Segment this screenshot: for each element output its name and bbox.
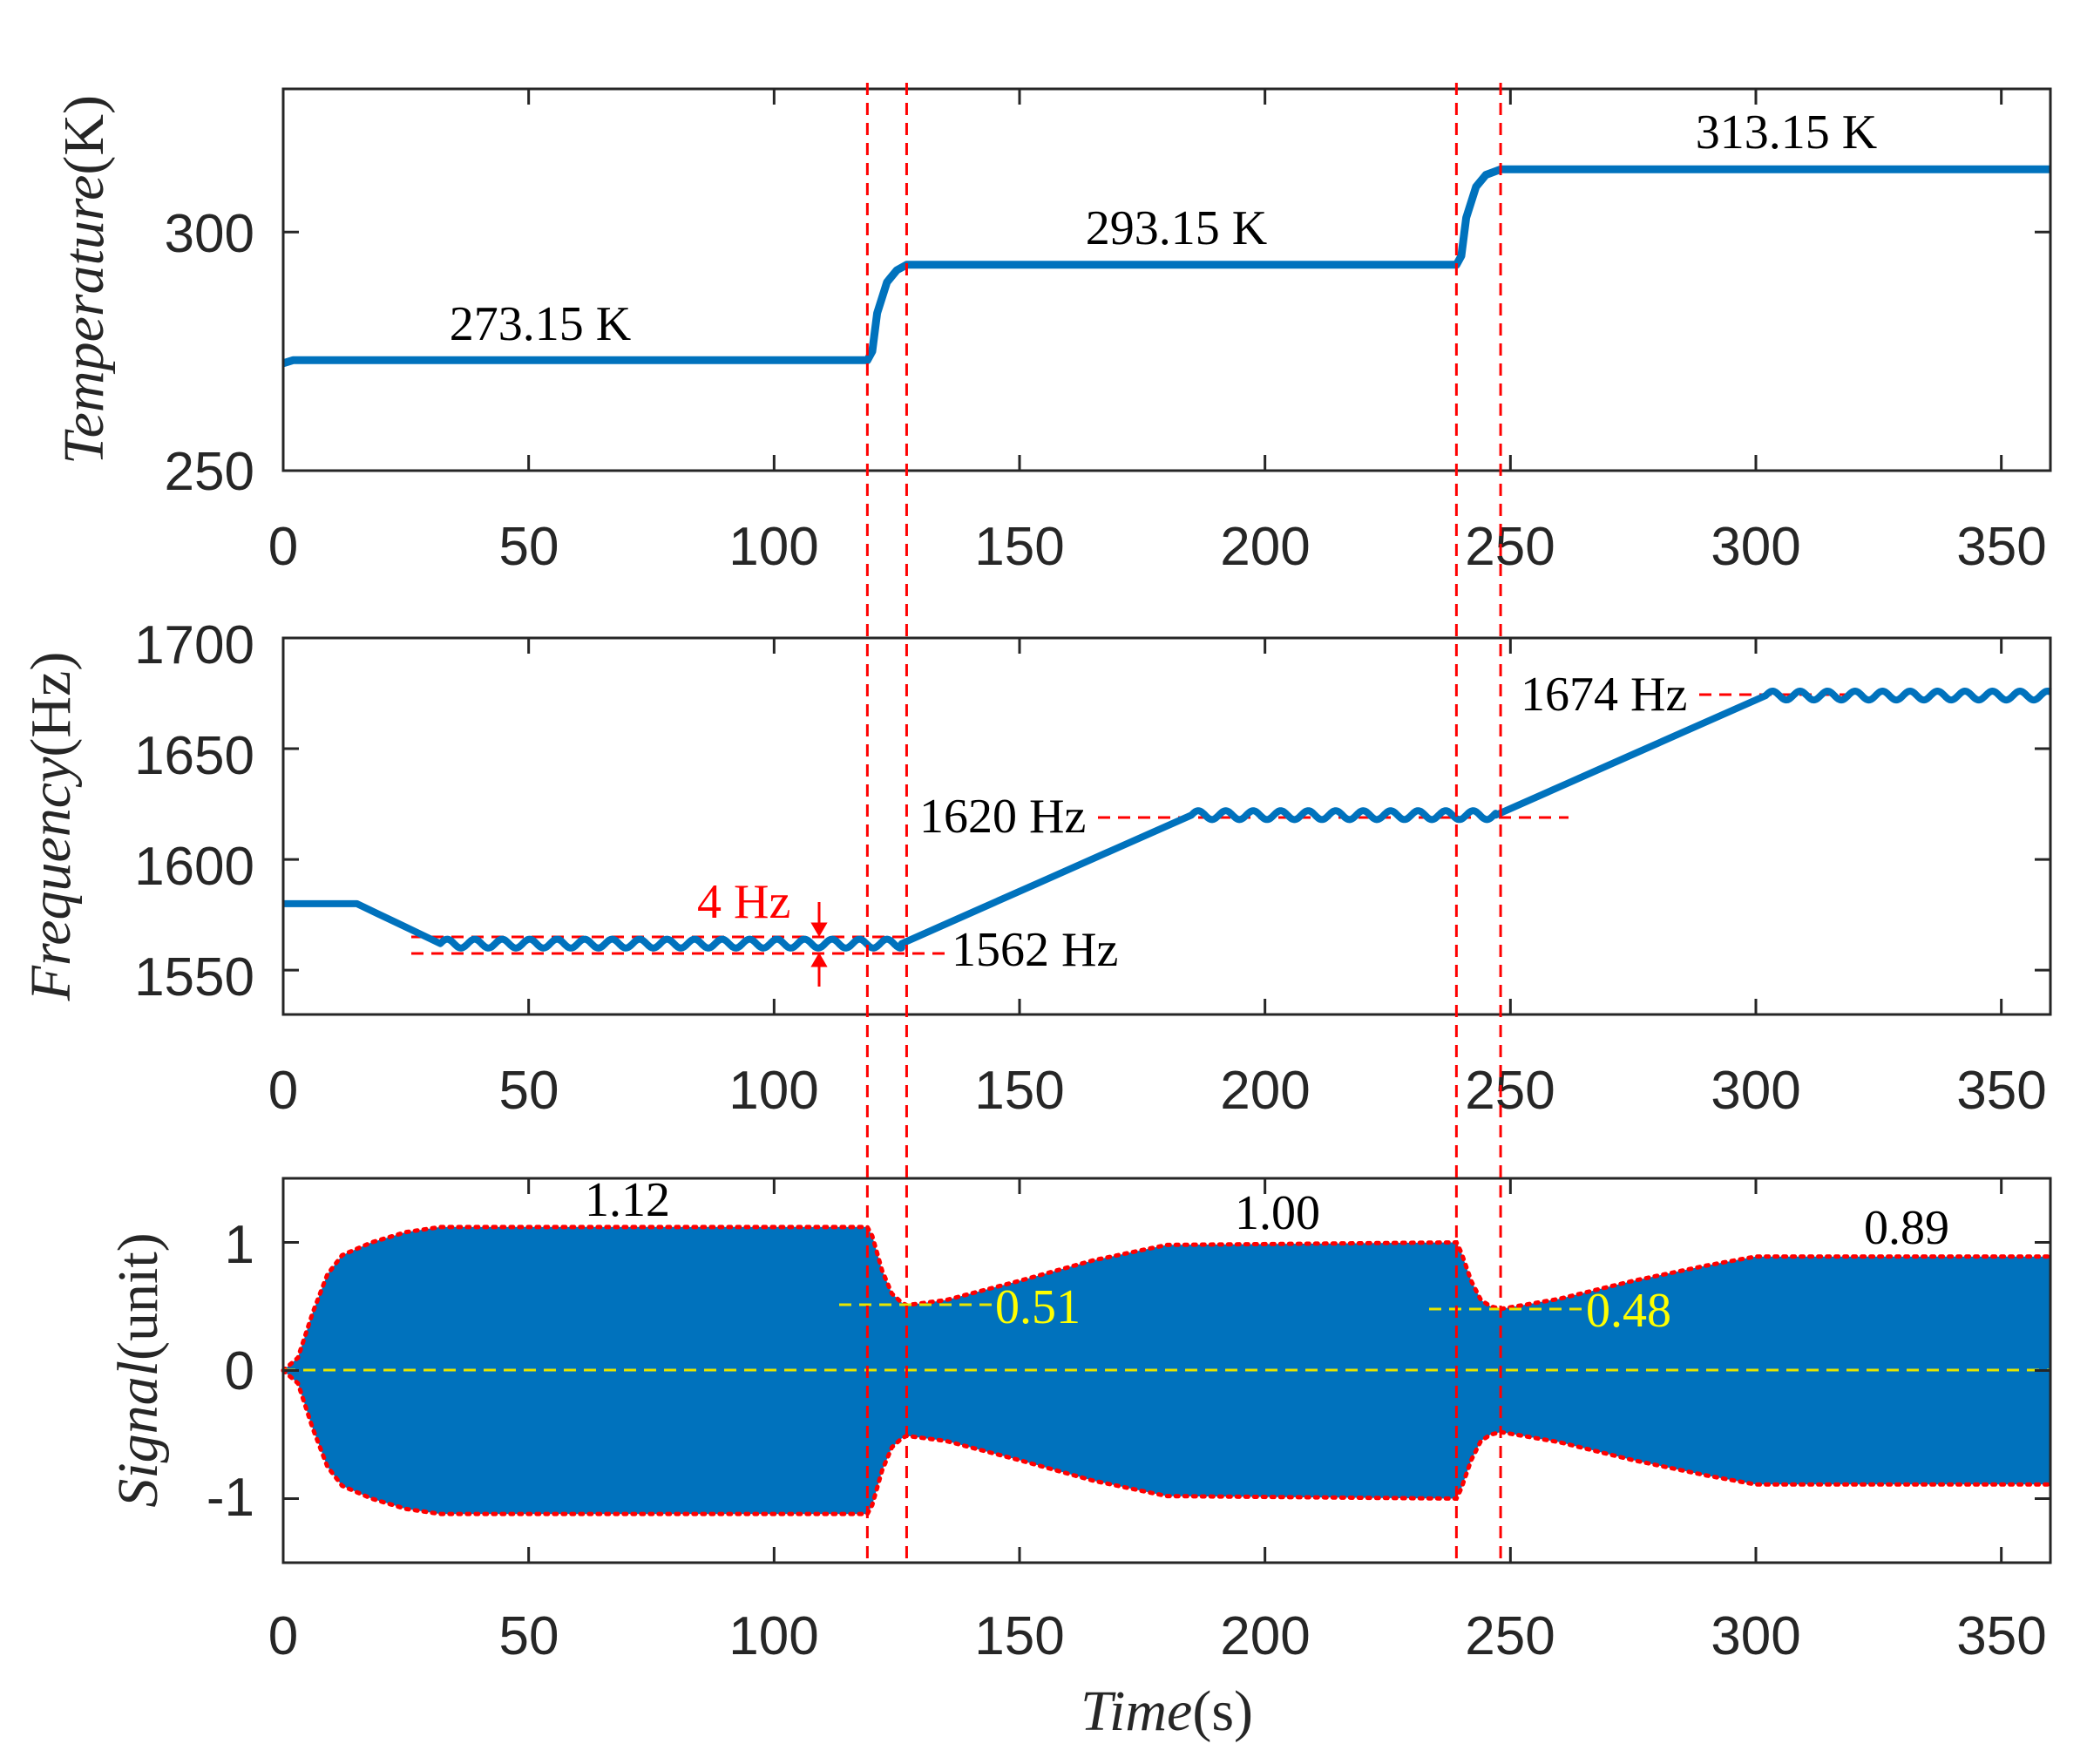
frequency-panel: 0 50 100 150 200 250 300 350 1550 1600 1… — [19, 615, 2053, 1121]
temperature-y-tick-label: 250 — [165, 442, 254, 502]
signal-annotation-yellow: 0.51 — [995, 1280, 1081, 1334]
temperature-x-tick-label: 300 — [1711, 517, 1800, 577]
frequency-x-tick-label: 150 — [974, 1061, 1064, 1121]
frequency-x-tick-label: 100 — [728, 1061, 818, 1121]
frequency-y-tick-label: 1600 — [134, 837, 254, 897]
temperature-panel: 0 50 100 150 200 250 300 350 250 300 Tem… — [52, 87, 2052, 577]
frequency-x-tick-label: 250 — [1465, 1061, 1555, 1121]
frequency-y-tick-label: 1550 — [134, 947, 254, 1008]
temperature-x-tick-label: 150 — [974, 517, 1064, 577]
temperature-x-tick-label: 200 — [1220, 517, 1310, 577]
signal-y-axis-label: Signal(unit) — [106, 1232, 170, 1507]
signal-annotation: 1.00 — [1235, 1186, 1320, 1240]
signal-x-tick-label: 50 — [499, 1606, 559, 1666]
signal-upper-envelope — [281, 1225, 2053, 1373]
temperature-y-tick-label: 300 — [165, 204, 254, 264]
signal-x-tick-label: 300 — [1711, 1606, 1800, 1666]
frequency-y-tick-label: 1650 — [134, 726, 254, 786]
frequency-x-tick-label: 300 — [1711, 1061, 1800, 1121]
arrow-up-icon — [810, 953, 828, 987]
temperature-x-tick-label: 50 — [499, 517, 559, 577]
temperature-annotation: 293.15 K — [1086, 201, 1267, 255]
frequency-amplitude-annotation: 4 Hz — [697, 875, 790, 929]
signal-x-tick-label: 350 — [1956, 1606, 2046, 1666]
signal-y-tick-label: 0 — [225, 1341, 254, 1401]
signal-y-tick-marks — [283, 1241, 2050, 1500]
frequency-y-tick-label: 1700 — [134, 615, 254, 675]
signal-y-tick-label: -1 — [207, 1468, 254, 1528]
signal-x-tick-label: 200 — [1220, 1606, 1310, 1666]
signal-lower-envelope — [281, 1368, 2053, 1516]
signal-annotation-yellow: 0.48 — [1586, 1284, 1671, 1338]
signal-x-axis-label: Time(s) — [1081, 1679, 1253, 1743]
frequency-x-tick-label: 0 — [268, 1061, 298, 1121]
temperature-y-axis-label: Temperature(K) — [52, 95, 116, 465]
signal-annotation: 0.89 — [1864, 1201, 1949, 1255]
frequency-y-axis-label: Frequency(Hz) — [19, 652, 83, 1002]
frequency-x-tick-label: 200 — [1220, 1061, 1310, 1121]
signal-x-tick-label: 0 — [268, 1606, 298, 1666]
frequency-y-tick-marks — [283, 636, 2050, 972]
frequency-x-tick-marks — [281, 638, 2003, 1014]
temperature-axes-box — [281, 87, 2052, 472]
temperature-annotation: 273.15 K — [450, 297, 631, 351]
signal-x-tick-label: 100 — [728, 1606, 818, 1666]
signal-x-tick-marks — [281, 1178, 2003, 1563]
signal-panel: 0 50 100 150 200 250 300 350 -1 0 1 Sign… — [106, 1173, 2053, 1743]
frequency-series-line — [283, 688, 2053, 952]
temperature-x-tick-label: 250 — [1465, 517, 1555, 577]
signal-x-tick-label: 150 — [974, 1606, 1064, 1666]
signal-annotation: 1.12 — [585, 1173, 670, 1227]
temperature-x-tick-marks — [281, 89, 2003, 471]
transition-guide-lines — [865, 83, 1502, 1563]
frequency-annotation: 1620 Hz — [919, 790, 1086, 844]
frequency-annotation: 1562 Hz — [952, 923, 1118, 977]
frequency-x-tick-label: 350 — [1956, 1061, 2046, 1121]
temperature-annotation: 313.15 K — [1696, 105, 1877, 159]
temperature-x-tick-label: 100 — [728, 517, 818, 577]
signal-y-tick-label: 1 — [225, 1215, 254, 1275]
temperature-x-tick-label: 0 — [268, 517, 298, 577]
frequency-x-tick-label: 50 — [499, 1061, 559, 1121]
arrow-down-icon — [810, 902, 828, 937]
frequency-axes-box — [281, 636, 2052, 1016]
signal-x-tick-label: 250 — [1465, 1606, 1555, 1666]
temperature-y-tick-marks — [283, 230, 2050, 472]
frequency-annotation: 1674 Hz — [1521, 668, 1687, 722]
temperature-x-tick-label: 350 — [1956, 517, 2046, 577]
